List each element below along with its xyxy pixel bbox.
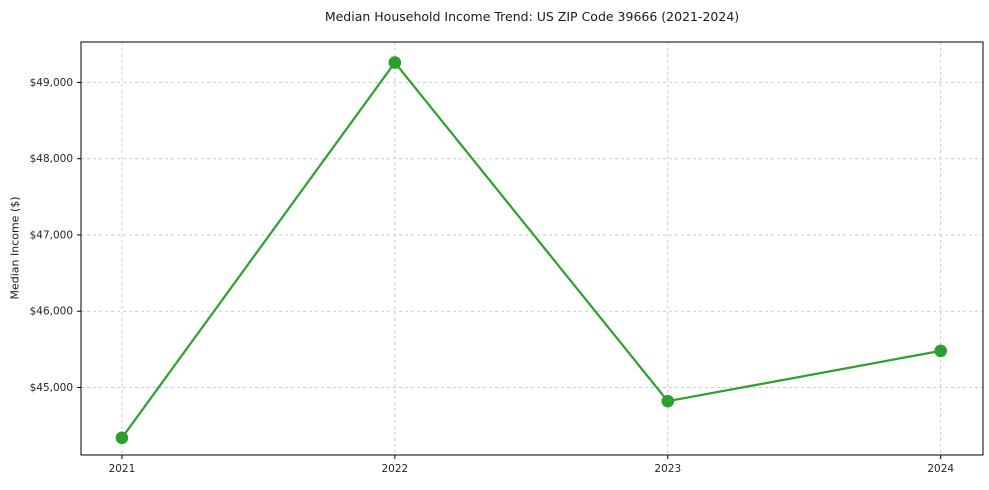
chart-title: Median Household Income Trend: US ZIP Co… bbox=[324, 9, 740, 24]
y-tick-label: $48,000 bbox=[30, 153, 73, 165]
y-tick-label: $47,000 bbox=[30, 229, 73, 241]
y-tick-label: $49,000 bbox=[30, 77, 73, 89]
y-tick-label: $46,000 bbox=[30, 306, 73, 318]
data-point-2021 bbox=[115, 431, 129, 445]
income-trend-line bbox=[120, 61, 942, 439]
data-point-2023 bbox=[661, 394, 675, 408]
x-tick-label: 2023 bbox=[654, 463, 681, 475]
x-tick-label: 2022 bbox=[381, 463, 408, 475]
data-point-2024 bbox=[934, 344, 947, 358]
y-tick-label: $45,000 bbox=[30, 382, 73, 394]
x-tick-label: 2024 bbox=[927, 463, 954, 475]
x-tick-label: 2021 bbox=[109, 463, 136, 475]
plot-border bbox=[80, 41, 984, 456]
data-point-2022 bbox=[388, 56, 402, 69]
